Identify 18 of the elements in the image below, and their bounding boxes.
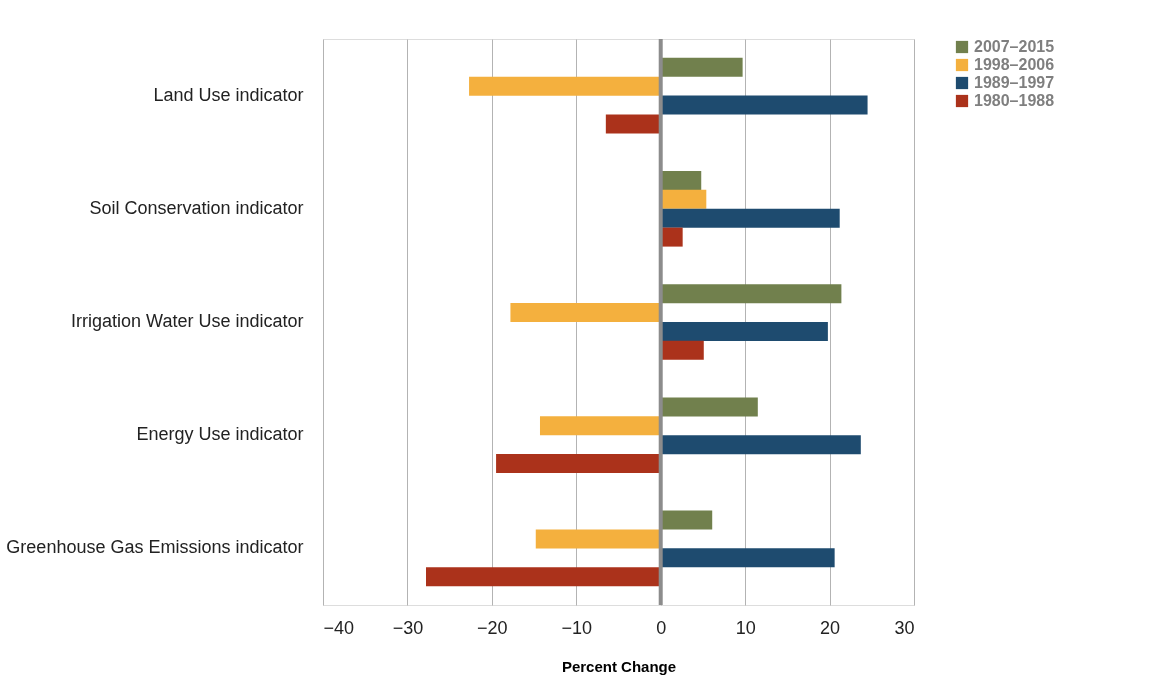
y-tick-label: Greenhouse Gas Emissions indicator (6, 537, 304, 558)
x-tick-label: −10 (561, 617, 593, 638)
x-tick-label: −20 (477, 617, 508, 638)
y-tick-label: Land Use indicator (153, 84, 304, 105)
x-tick-label: −40 (323, 617, 355, 638)
legend-label: 1980–1988 (974, 92, 1055, 109)
y-tick-label: Soil Conservation indicator (89, 197, 304, 218)
x-tick-label: 10 (735, 617, 756, 638)
legend-label: 1998–2006 (974, 56, 1055, 73)
y-tick-label: Energy Use indicator (136, 424, 304, 445)
x-tick-label: −30 (392, 617, 424, 638)
legend-label: 1989–1997 (974, 74, 1055, 91)
x-tick-label: 30 (894, 617, 915, 638)
legend-label: 2007–2015 (974, 38, 1055, 55)
x-tick-label: 20 (820, 617, 841, 638)
y-tick-label: Irrigation Water Use indicator (71, 311, 304, 331)
x-tick-label: 0 (656, 617, 667, 638)
x-axis-title: Percent Change (561, 657, 677, 675)
